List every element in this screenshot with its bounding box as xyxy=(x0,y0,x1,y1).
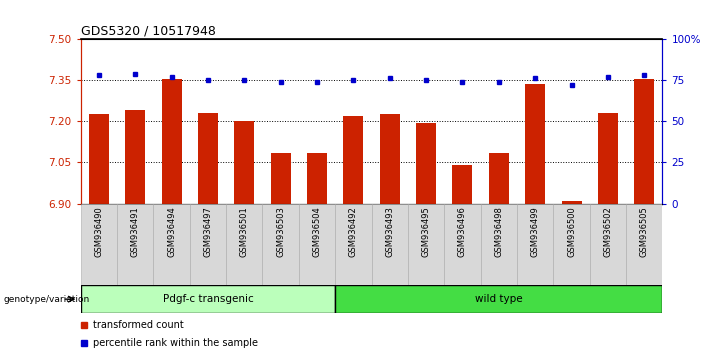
Bar xyxy=(125,110,145,204)
Text: GSM936504: GSM936504 xyxy=(313,206,322,257)
Bar xyxy=(452,165,472,204)
Bar xyxy=(380,114,400,204)
Bar xyxy=(198,113,218,204)
Text: GSM936494: GSM936494 xyxy=(167,206,176,257)
Text: genotype/variation: genotype/variation xyxy=(4,295,90,304)
Text: percentile rank within the sample: percentile rank within the sample xyxy=(93,338,259,348)
Text: GSM936496: GSM936496 xyxy=(458,206,467,257)
Bar xyxy=(307,153,327,204)
Bar xyxy=(117,204,154,285)
Text: GDS5320 / 10517948: GDS5320 / 10517948 xyxy=(81,25,215,38)
Text: transformed count: transformed count xyxy=(93,320,184,330)
Bar xyxy=(81,204,117,285)
Text: GSM936492: GSM936492 xyxy=(349,206,358,257)
Bar xyxy=(408,204,444,285)
Bar xyxy=(271,153,291,204)
Bar xyxy=(444,204,481,285)
Text: GSM936490: GSM936490 xyxy=(95,206,103,257)
Text: GSM936493: GSM936493 xyxy=(386,206,394,257)
Bar xyxy=(598,113,618,204)
Bar xyxy=(299,204,335,285)
Bar xyxy=(343,116,363,204)
Bar xyxy=(525,84,545,204)
Text: GSM936499: GSM936499 xyxy=(531,206,540,257)
Bar xyxy=(590,204,626,285)
Bar xyxy=(161,79,182,204)
Text: GSM936502: GSM936502 xyxy=(604,206,613,257)
Bar xyxy=(335,204,372,285)
Bar xyxy=(489,153,509,204)
Bar xyxy=(372,204,408,285)
Text: Pdgf-c transgenic: Pdgf-c transgenic xyxy=(163,294,253,304)
Bar xyxy=(562,201,582,204)
Text: GSM936497: GSM936497 xyxy=(203,206,212,257)
Text: GSM936495: GSM936495 xyxy=(421,206,430,257)
Text: GSM936500: GSM936500 xyxy=(567,206,576,257)
Text: GSM936505: GSM936505 xyxy=(640,206,648,257)
Bar xyxy=(335,285,662,313)
Bar xyxy=(634,79,654,204)
Bar xyxy=(190,204,226,285)
Text: GSM936498: GSM936498 xyxy=(494,206,503,257)
Bar xyxy=(234,121,254,204)
Bar xyxy=(89,114,109,204)
Bar xyxy=(81,285,335,313)
Bar xyxy=(226,204,262,285)
Text: wild type: wild type xyxy=(475,294,523,304)
Bar xyxy=(154,204,190,285)
Bar xyxy=(517,204,553,285)
Bar xyxy=(481,204,517,285)
Bar xyxy=(626,204,662,285)
Text: GSM936491: GSM936491 xyxy=(130,206,139,257)
Bar xyxy=(553,204,590,285)
Text: GSM936503: GSM936503 xyxy=(276,206,285,257)
Bar xyxy=(416,122,436,204)
Text: GSM936501: GSM936501 xyxy=(240,206,249,257)
Bar xyxy=(262,204,299,285)
